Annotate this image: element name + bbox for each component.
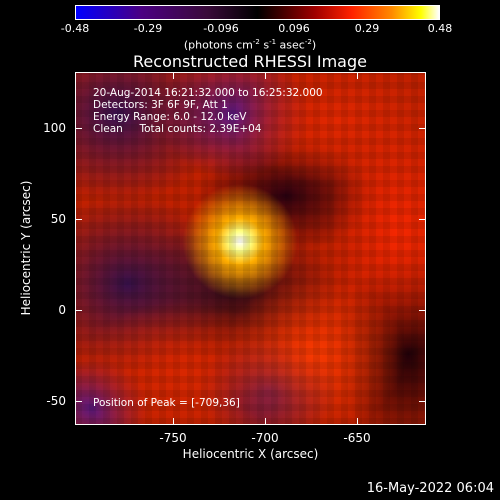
x-tick-mark-top <box>173 72 174 79</box>
x-tick-mark <box>357 418 358 425</box>
y-tick-label: 100 <box>43 121 66 135</box>
x-axis-label: Heliocentric X (arcsec) <box>182 447 319 461</box>
x-tick-mark <box>173 418 174 425</box>
colorbar-tick-label: -0.096 <box>203 22 239 35</box>
info-clean-counts: Clean Total counts: 2.39E+04 <box>93 123 262 135</box>
y-axis-label: Heliocentric Y (arcsec) <box>19 180 33 316</box>
x-tick-label: -750 <box>159 431 187 445</box>
colorbar-tick-label: -0.48 <box>60 22 90 35</box>
x-tick-mark-top <box>265 72 266 79</box>
x-tick-label: -650 <box>343 431 371 445</box>
colorbar <box>75 5 440 20</box>
pixel-texture <box>75 72 426 425</box>
colorbar-tick-label: 0.096 <box>278 22 310 35</box>
x-tick-mark-top <box>357 72 358 79</box>
y-tick-label: 50 <box>50 212 66 226</box>
timestamp: 16-May-2022 06:04 <box>366 481 494 496</box>
y-tick-mark <box>75 310 82 311</box>
info-detectors: Detectors: 3F 6F 9F, Att 1 <box>93 99 228 111</box>
y-tick-mark-right <box>419 310 426 311</box>
image-title: Reconstructed RHESSI Image <box>133 52 367 71</box>
x-tick-mark <box>265 418 266 425</box>
y-tick-mark-right <box>419 401 426 402</box>
colorbar-tick-label: 0.29 <box>354 22 380 35</box>
colorbar-tick-label: -0.29 <box>133 22 163 35</box>
y-tick-label: -50 <box>46 394 66 408</box>
info-energy-range: Energy Range: 6.0 - 12.0 keV <box>93 111 247 123</box>
peak-position-label: Position of Peak = [-709,36] <box>93 397 240 409</box>
y-tick-mark <box>75 401 82 402</box>
colorbar-units: (photons cm-2 s-1 asec-2) <box>183 38 317 52</box>
x-tick-label: -700 <box>251 431 279 445</box>
colorbar-tick-label: 0.48 <box>427 22 453 35</box>
y-tick-mark <box>75 219 82 220</box>
info-time-range: 20-Aug-2014 16:21:32.000 to 16:25:32.000 <box>93 87 323 99</box>
y-tick-mark-right <box>419 128 426 129</box>
y-tick-mark <box>75 128 82 129</box>
rhessi-image <box>75 72 426 425</box>
y-tick-label: 0 <box>58 303 66 317</box>
y-tick-mark-right <box>419 219 426 220</box>
